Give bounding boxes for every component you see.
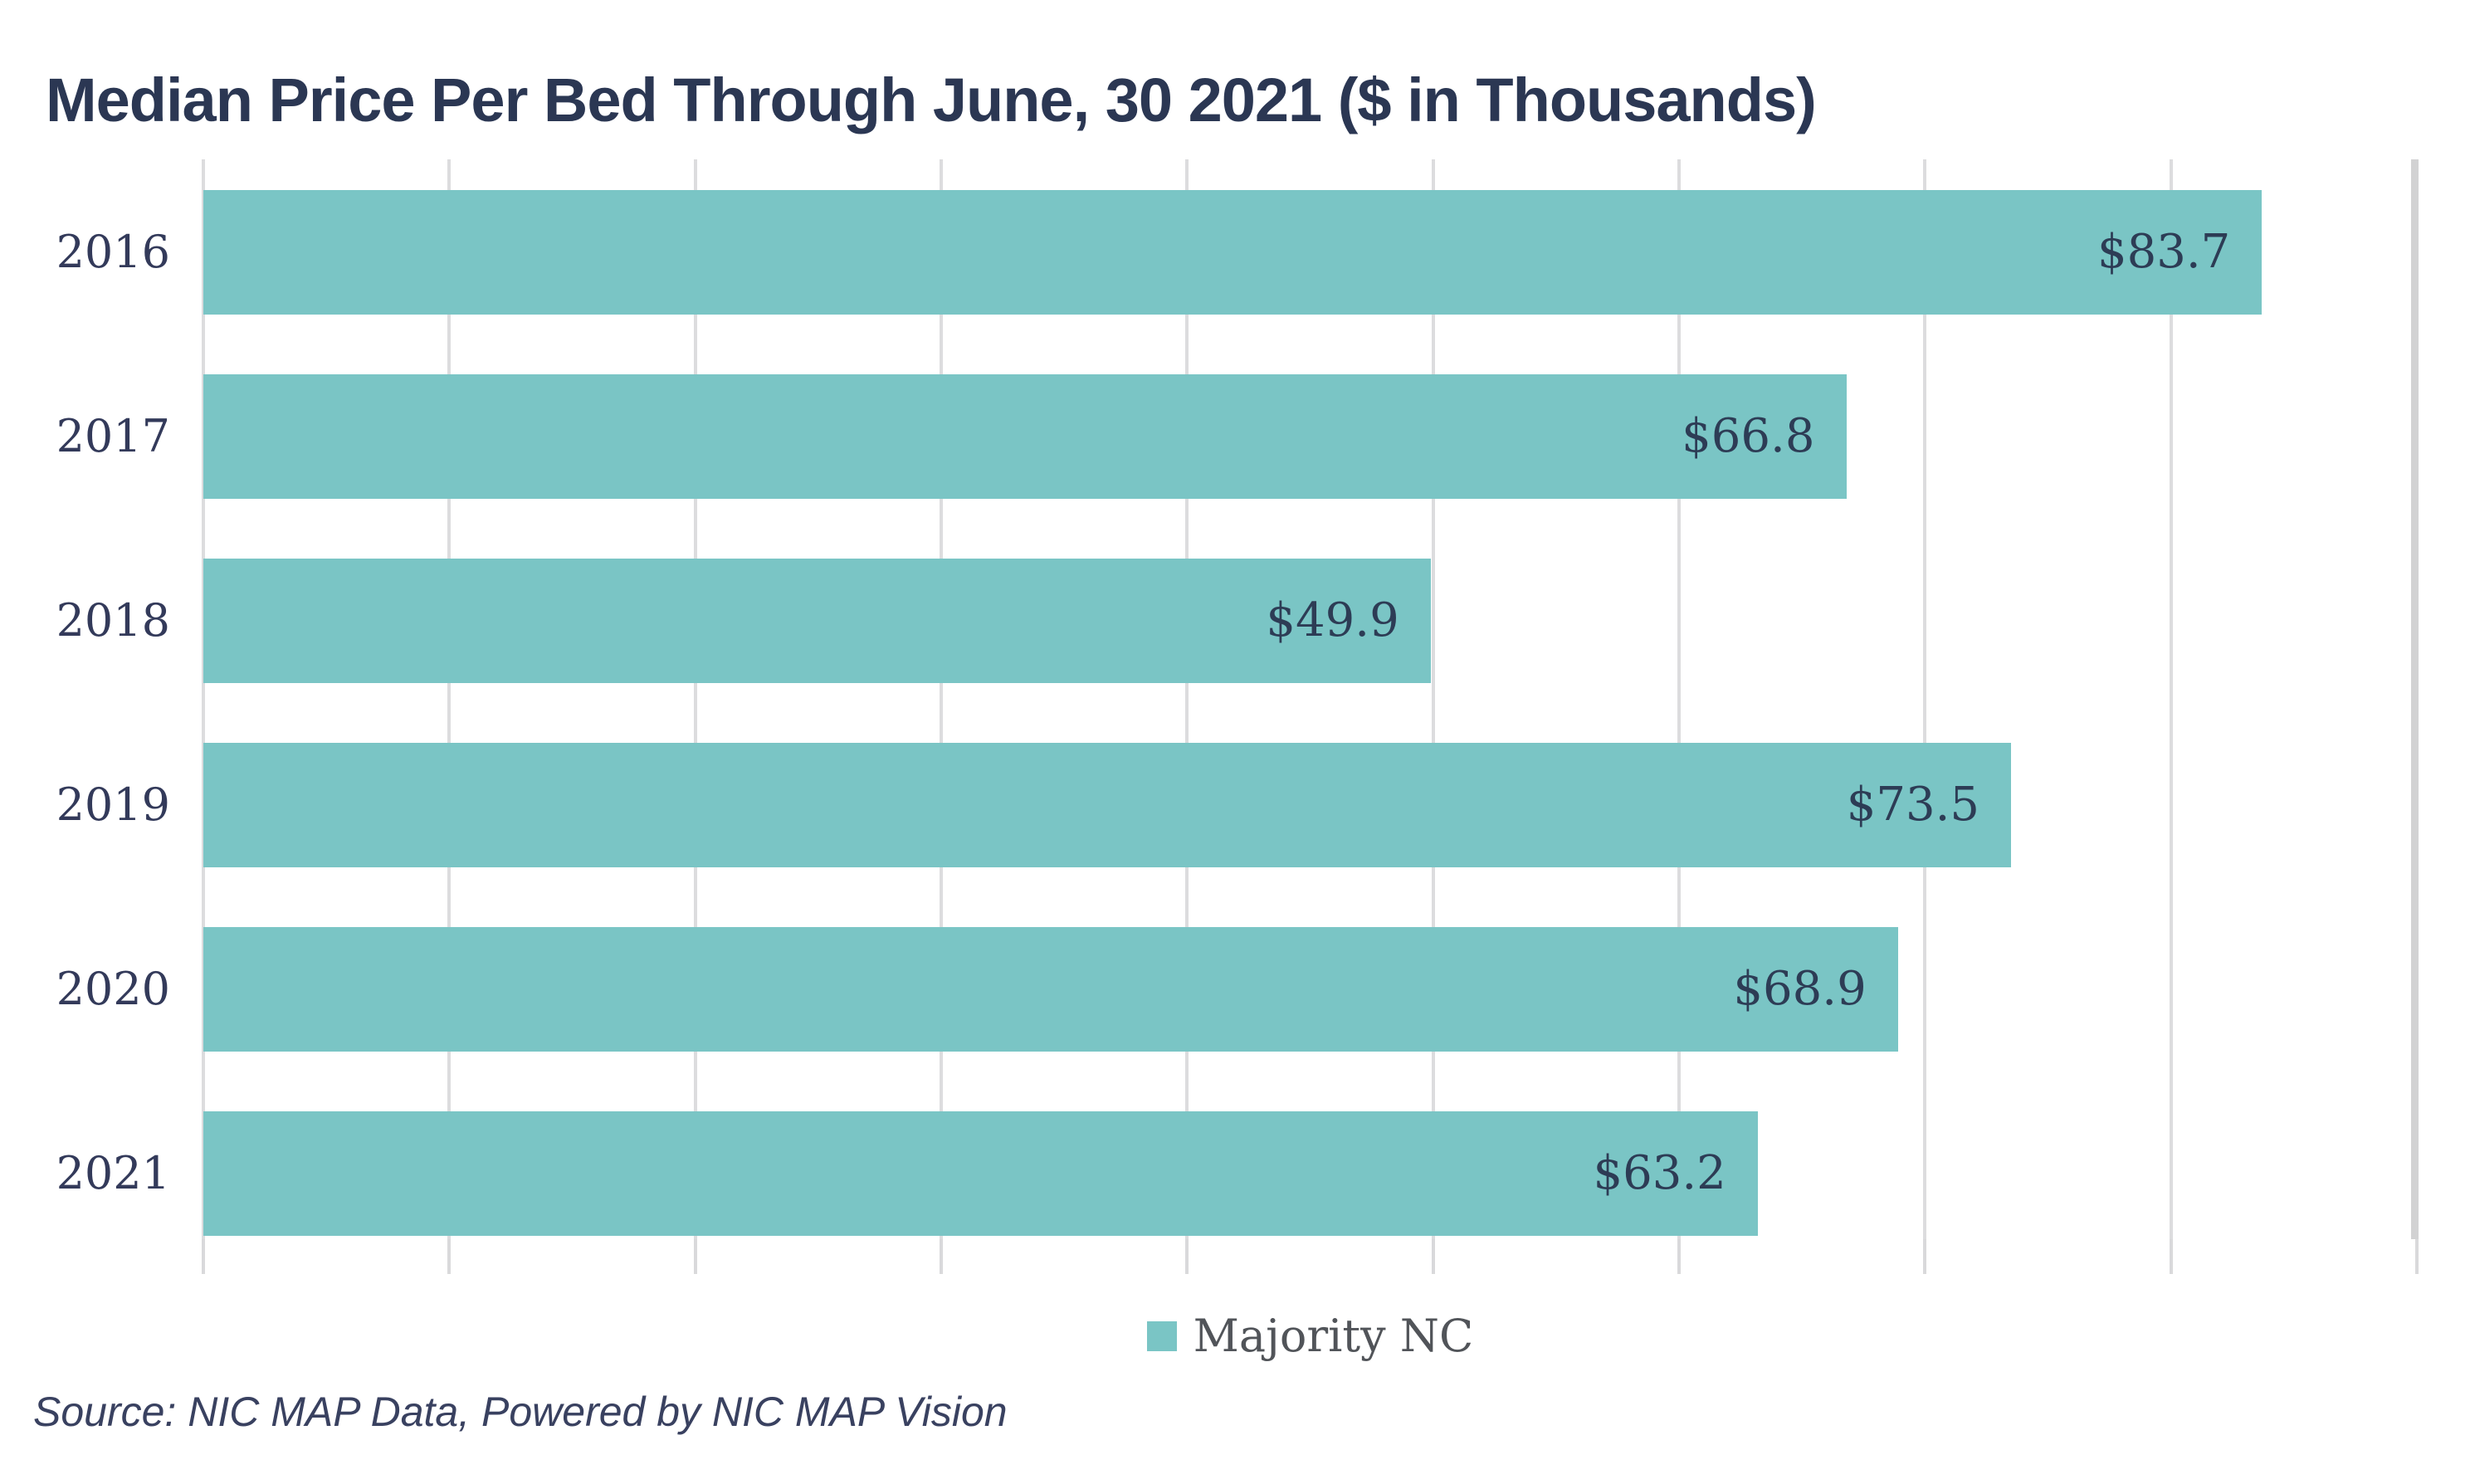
bar-row-2016: 2016 $83.7 (56, 190, 2417, 315)
gridline (693, 159, 697, 1239)
gridline (447, 159, 452, 1239)
axis-tick (2415, 1239, 2419, 1274)
gridline (1677, 159, 1681, 1239)
gridline (940, 159, 943, 1239)
bar-2020: $68.9 (203, 927, 1898, 1052)
value-label-2017: $66.8 (1682, 409, 1815, 463)
value-label-2019: $73.5 (1846, 778, 1980, 832)
bar-row-2017: 2017 $66.8 (56, 374, 2417, 499)
source-note: Source: NIC MAP Data, Powered by NIC MAP… (33, 1389, 1008, 1435)
bar-2016: $83.7 (203, 190, 2263, 315)
gridline (1431, 159, 1435, 1239)
bar-row-2019: 2019 $73.5 (56, 743, 2417, 867)
gridline (1923, 159, 1927, 1239)
axis-tick (1185, 1239, 1189, 1274)
legend-label: Majority NC (1193, 1310, 1474, 1362)
category-label-2019: 2019 (56, 779, 170, 831)
axis-tick (1923, 1239, 1927, 1274)
value-label-2016: $83.7 (2097, 225, 2231, 279)
value-label-2021: $63.2 (1593, 1146, 1726, 1200)
axis-tick (202, 1239, 205, 1274)
category-label-2017: 2017 (56, 410, 170, 462)
axis-tick (447, 1239, 452, 1274)
category-label-2018: 2018 (56, 594, 170, 647)
gridline (2169, 159, 2173, 1239)
chart-legend: Majority NC (203, 1310, 2417, 1362)
axis-tick (693, 1239, 697, 1274)
bar-2021: $63.2 (203, 1111, 1758, 1236)
legend-swatch-majority-nc (1146, 1320, 1177, 1351)
chart-title: Median Price Per Bed Through June, 30 20… (46, 66, 1817, 134)
bar-row-2020: 2020 $68.9 (56, 927, 2417, 1052)
category-label-2020: 2020 (56, 963, 170, 1015)
bar-rows: 2016 $83.7 2017 $66.8 2018 $49.9 2019 $73.5 2020… (56, 190, 2417, 1296)
axis-tick (1431, 1239, 1435, 1274)
category-label-2021: 2021 (56, 1147, 170, 1199)
axis-tick (940, 1239, 943, 1274)
bar-2018: $49.9 (203, 559, 1431, 683)
gridline (1185, 159, 1189, 1239)
bar-row-2021: 2021 $63.2 (56, 1111, 2417, 1236)
bar-row-2018: 2018 $49.9 (56, 559, 2417, 683)
gridline (202, 159, 205, 1239)
axis-tick (1677, 1239, 1681, 1274)
value-label-2018: $49.9 (1266, 593, 1399, 647)
bar-chart-plot-area: 2016 $83.7 2017 $66.8 2018 $49.9 2019 $73.5 2020… (56, 159, 2419, 1274)
bar-2017: $66.8 (203, 374, 1847, 499)
category-label-2016: 2016 (56, 226, 170, 278)
bar-2019: $73.5 (203, 743, 2012, 867)
gridline-axis-max (2411, 159, 2419, 1239)
axis-tick (2169, 1239, 2173, 1274)
value-label-2020: $68.9 (1733, 962, 1867, 1016)
